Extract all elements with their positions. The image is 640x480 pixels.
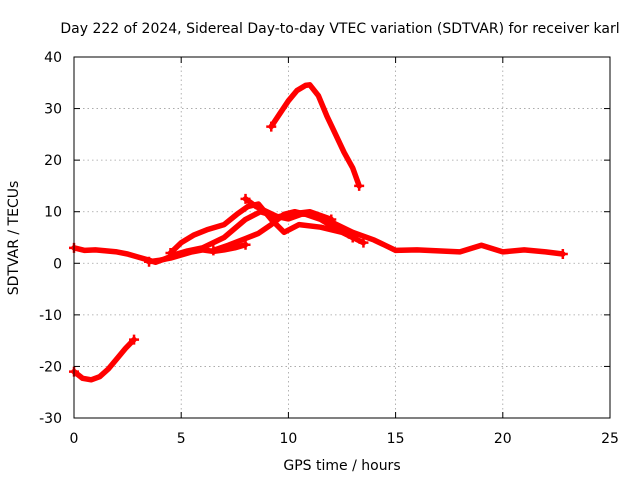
series-point-marker [208,245,219,256]
x-tick-labels: 0 5 10 15 20 25 [70,431,619,447]
data-series-group [69,82,568,383]
x-tick-label: 5 [177,431,186,447]
y-tick-label: -30 [39,411,62,427]
y-tick-labels: -30 -20 -10 0 10 20 30 40 [39,50,62,427]
y-tick-label: 20 [44,153,62,169]
series-arc-e [242,196,335,223]
series-arc-b [146,241,249,265]
grid [74,57,610,418]
x-axis-label: GPS time / hours [283,458,400,474]
series-point-marker [266,121,277,132]
series-point-marker [326,214,337,225]
x-tick-label: 0 [70,431,79,447]
series-point-marker [358,237,369,248]
chart-title: Day 222 of 2024, Sidereal Day-to-day VTE… [60,21,619,37]
y-tick-label: -10 [39,308,62,324]
plot-frame [73,56,611,419]
series-point-marker [347,232,358,243]
series-point-marker [240,193,251,204]
y-tick-label: 0 [53,256,62,272]
series-point-marker [165,247,176,258]
series-arc-f [71,336,137,383]
series-point-marker [129,334,140,345]
x-tick-label: 25 [601,431,619,447]
x-tick-label: 10 [279,431,297,447]
series-point-marker [144,256,155,267]
series-point-marker [557,249,568,260]
series-point-marker [354,180,365,191]
x-tick-label: 15 [387,431,405,447]
y-tick-label: 40 [44,50,62,66]
series-arc-g [268,82,362,189]
axis-ticks [73,56,611,419]
y-axis-label: SDTVAR / TECUs [6,181,22,296]
y-tick-label: 30 [44,102,62,118]
y-tick-label: 10 [44,205,62,221]
x-tick-label: 20 [494,431,512,447]
y-tick-label: -20 [39,359,62,375]
